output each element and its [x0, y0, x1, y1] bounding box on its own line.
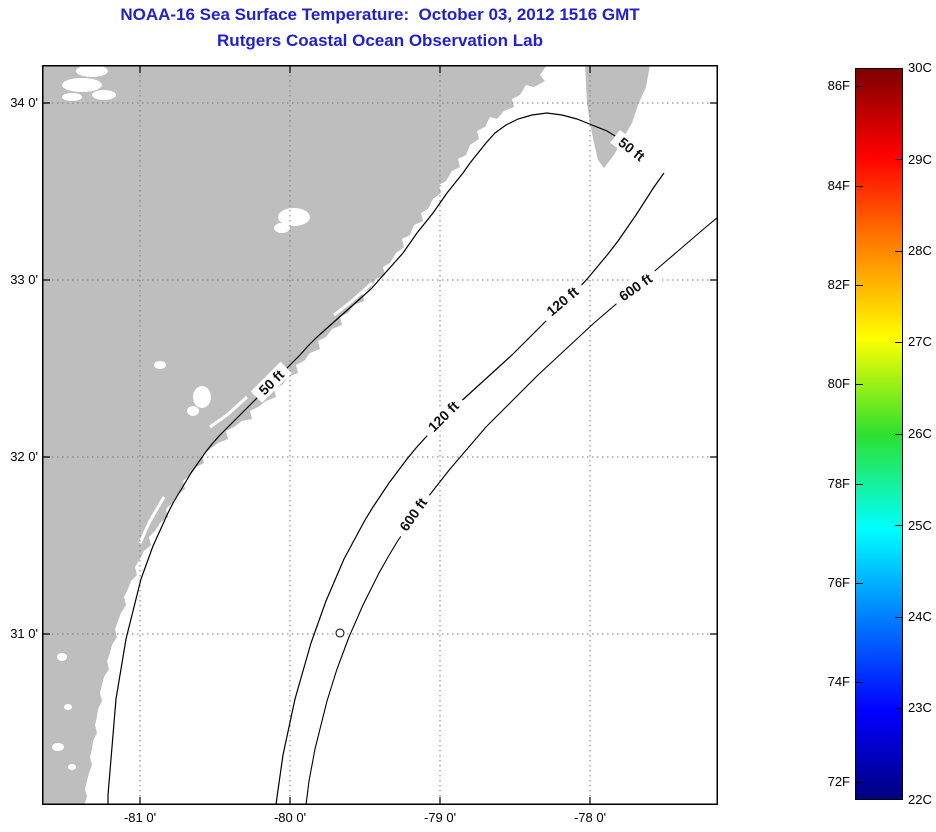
colorbar-c-tick — [895, 708, 902, 709]
grid-lines — [42, 65, 718, 805]
contour-600ft — [305, 216, 718, 805]
land-mass — [42, 65, 547, 805]
map-plot: 50 ft 50 ft 120 ft 120 ft 600 ft 600 ft — [42, 65, 718, 805]
map-title: NOAA-16 Sea Surface Temperature: October… — [120, 5, 640, 24]
colorbar-f-tick — [856, 186, 863, 187]
colorbar-f-label: 76F — [827, 575, 850, 590]
lat-tick-label-34: 34 0' — [10, 95, 38, 110]
contour-label-120ft-a: 120 ft — [538, 279, 587, 324]
contour-label-120ft-b: 120 ft — [419, 392, 467, 440]
colorbar-c-tick — [895, 251, 902, 252]
contour-120ft — [275, 172, 665, 805]
colorbar-c-tick — [895, 159, 902, 160]
colorbar-f-tick — [856, 782, 863, 783]
lat-tick-label-31: 31 0' — [10, 626, 38, 641]
colorbar-f-label: 78F — [827, 476, 850, 491]
land-cape — [585, 65, 650, 168]
label-mask — [419, 392, 467, 440]
label-mask — [250, 361, 292, 403]
lon-tick-label-80: -80 0' — [273, 810, 307, 825]
header: NOAA-16 Sea Surface Temperature: October… — [42, 2, 718, 54]
colorbar — [855, 68, 903, 800]
label-mask — [392, 489, 435, 540]
colorbar-c-tick — [895, 525, 902, 526]
cloud-patches — [52, 65, 310, 770]
label-mask — [538, 279, 587, 324]
colorbar-c-label: 28C — [908, 243, 932, 258]
colorbar-f-tick — [856, 682, 863, 683]
colorbar-f-label: 80F — [827, 376, 850, 391]
label-mask — [610, 266, 661, 309]
colorbar-c-label: 22C — [908, 792, 932, 807]
colorbar-f-label: 82F — [827, 277, 850, 292]
contour-small-circle — [335, 628, 345, 638]
colorbar-c-label: 24C — [908, 609, 932, 624]
colorbar-c-label: 27C — [908, 334, 932, 349]
colorbar-f-tick — [856, 583, 863, 584]
colorbar-c-label: 25C — [908, 518, 932, 533]
contour-label-600ft-a: 600 ft — [610, 266, 661, 309]
colorbar-f-label: 74F — [827, 674, 850, 689]
map-subtitle: Rutgers Coastal Ocean Observation Lab — [217, 31, 543, 50]
colorbar-f-tick — [856, 484, 863, 485]
plot-border — [42, 65, 718, 805]
colorbar-c-tick — [895, 434, 902, 435]
colorbar-f-tick — [856, 86, 863, 87]
colorbar-c-label: 26C — [908, 426, 932, 441]
colorbar-f-label: 84F — [827, 178, 850, 193]
lon-tick-label-79: -79 0' — [423, 810, 457, 825]
lat-tick-label-32: 32 0' — [10, 449, 38, 464]
colorbar-c-tick — [895, 342, 902, 343]
contour-label-600ft-b: 600 ft — [392, 489, 435, 540]
colorbar-c-label: 23C — [908, 700, 932, 715]
colorbar-c-label: 30C — [908, 60, 932, 75]
lon-tick-label-78: -78 0' — [573, 810, 607, 825]
axis-ticks — [42, 65, 718, 805]
colorbar-c-label: 29C — [908, 152, 932, 167]
colorbar-f-label: 72F — [827, 774, 850, 789]
estuary-lines — [138, 72, 572, 544]
colorbar-c-tick — [895, 617, 902, 618]
colorbar-f-tick — [856, 384, 863, 385]
colorbar-f-tick — [856, 285, 863, 286]
lon-tick-label-81: -81 0' — [123, 810, 157, 825]
label-mask — [610, 129, 654, 169]
lat-tick-label-33: 33 0' — [10, 272, 38, 287]
colorbar-f-label: 86F — [827, 78, 850, 93]
